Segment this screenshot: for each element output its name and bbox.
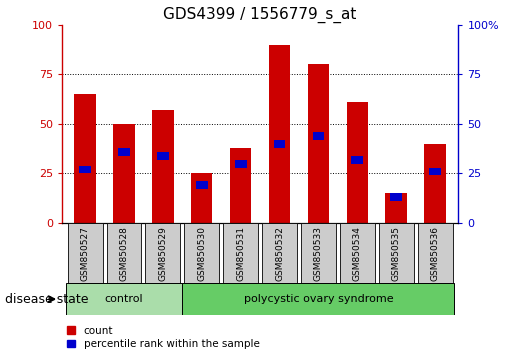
Legend: count, percentile rank within the sample: count, percentile rank within the sample xyxy=(67,326,260,349)
Bar xyxy=(67,223,102,283)
Text: GSM850528: GSM850528 xyxy=(119,225,129,281)
Bar xyxy=(262,223,297,283)
Bar xyxy=(351,156,363,164)
Title: GDS4399 / 1556779_s_at: GDS4399 / 1556779_s_at xyxy=(163,7,357,23)
Bar xyxy=(230,148,251,223)
Bar xyxy=(273,140,285,148)
Bar xyxy=(182,283,454,315)
Text: control: control xyxy=(105,294,143,304)
Text: GSM850534: GSM850534 xyxy=(353,225,362,281)
Bar xyxy=(152,110,174,223)
Bar xyxy=(75,94,96,223)
Bar xyxy=(418,223,453,283)
Bar xyxy=(301,223,336,283)
Bar xyxy=(307,64,329,223)
Bar xyxy=(113,124,135,223)
Bar xyxy=(223,223,258,283)
Text: GSM850533: GSM850533 xyxy=(314,225,323,281)
Text: GSM850531: GSM850531 xyxy=(236,225,245,281)
Text: GSM850535: GSM850535 xyxy=(391,225,401,281)
Text: GSM850530: GSM850530 xyxy=(197,225,207,281)
Bar xyxy=(145,223,180,283)
Bar xyxy=(424,144,445,223)
Bar xyxy=(235,160,247,167)
Bar xyxy=(157,152,169,160)
Bar xyxy=(118,148,130,156)
Bar xyxy=(269,45,290,223)
Bar xyxy=(313,132,324,140)
Bar xyxy=(390,193,402,201)
Text: GSM850529: GSM850529 xyxy=(159,225,167,281)
Bar xyxy=(184,223,219,283)
Text: disease state: disease state xyxy=(5,293,89,306)
Bar xyxy=(66,283,182,315)
Text: polycystic ovary syndrome: polycystic ovary syndrome xyxy=(244,294,393,304)
Bar xyxy=(429,167,441,176)
Text: GSM850536: GSM850536 xyxy=(431,225,439,281)
Bar xyxy=(385,193,407,223)
Bar xyxy=(379,223,414,283)
Text: GSM850532: GSM850532 xyxy=(275,225,284,281)
Bar xyxy=(191,173,213,223)
Bar xyxy=(196,181,208,189)
Bar xyxy=(340,223,375,283)
Bar xyxy=(347,102,368,223)
Text: GSM850527: GSM850527 xyxy=(81,225,90,281)
Bar xyxy=(79,166,91,173)
Bar xyxy=(107,223,142,283)
